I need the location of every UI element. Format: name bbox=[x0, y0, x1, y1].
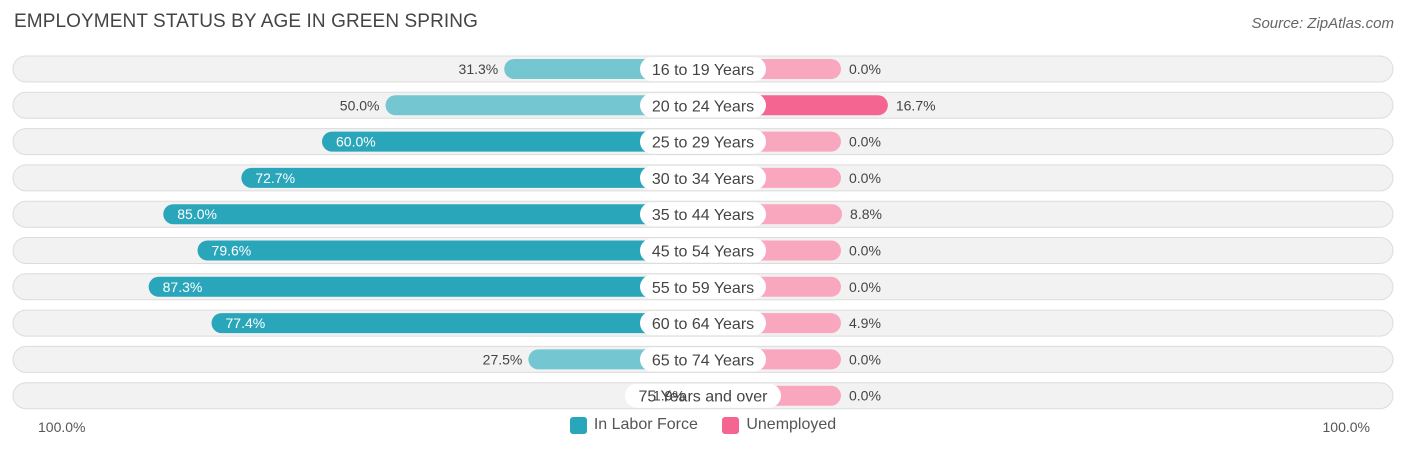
unemployed-value-label: 8.8% bbox=[850, 206, 882, 222]
axis-right-label: 100.0% bbox=[1322, 419, 1370, 435]
labor-value-label: 79.6% bbox=[212, 243, 252, 259]
category-label: 25 to 29 Years bbox=[652, 135, 754, 152]
unemployed-value-label: 0.0% bbox=[849, 170, 881, 186]
category-label-background bbox=[640, 238, 766, 263]
category-label: 16 to 19 Years bbox=[652, 62, 754, 79]
legend-swatch-unemployed bbox=[722, 416, 740, 434]
category-label-background bbox=[640, 129, 766, 154]
unemployed-value-label: 0.0% bbox=[849, 134, 881, 150]
labor-force-bar bbox=[241, 167, 704, 188]
labor-force-bar bbox=[385, 95, 703, 116]
axis-left-label: 100.0% bbox=[38, 419, 86, 435]
labor-value-label: 60.0% bbox=[336, 134, 376, 150]
category-label: 45 to 54 Years bbox=[652, 244, 754, 261]
labor-value-label: 31.3% bbox=[459, 61, 499, 77]
category-label-background bbox=[640, 57, 766, 81]
category-label-background bbox=[640, 93, 766, 118]
category-label: 60 to 64 Years bbox=[652, 316, 754, 333]
labor-force-bar bbox=[197, 240, 704, 261]
category-label: 75 Years and over bbox=[639, 389, 769, 406]
labor-value-label: 27.5% bbox=[483, 351, 523, 367]
labor-value-label: 50.0% bbox=[340, 97, 380, 113]
category-label: 35 to 44 Years bbox=[652, 207, 754, 224]
labor-force-bar bbox=[163, 204, 703, 225]
category-label-background bbox=[640, 274, 766, 299]
unemployed-value-label: 0.0% bbox=[849, 279, 881, 295]
category-label-background bbox=[640, 347, 766, 372]
category-label: 30 to 34 Years bbox=[652, 171, 754, 188]
labor-value-label: 85.0% bbox=[177, 206, 217, 222]
legend-swatch-labor bbox=[569, 416, 587, 434]
labor-force-bar bbox=[148, 276, 703, 297]
unemployed-value-label: 0.0% bbox=[849, 351, 881, 367]
category-label-background bbox=[640, 202, 766, 227]
chart-title: EMPLOYMENT STATUS BY AGE IN GREEN SPRING bbox=[14, 11, 478, 32]
labor-value-label: 87.3% bbox=[163, 279, 203, 295]
unemployed-value-label: 0.0% bbox=[849, 388, 881, 404]
labor-force-bar bbox=[211, 313, 703, 334]
labor-force-bar bbox=[322, 131, 703, 152]
unemployed-value-label: 0.0% bbox=[849, 61, 881, 77]
labor-value-label: 1.9% bbox=[653, 388, 685, 404]
legend-item-labor: In Labor Force bbox=[569, 416, 698, 434]
category-label: 20 to 24 Years bbox=[652, 98, 754, 115]
category-label-background bbox=[625, 383, 781, 408]
labor-value-label: 72.7% bbox=[255, 170, 295, 186]
legend-item-unemployed: Unemployed bbox=[722, 416, 836, 434]
category-label-background bbox=[640, 311, 766, 336]
category-label-background bbox=[640, 165, 766, 190]
source-note: Source: ZipAtlas.com bbox=[1251, 15, 1394, 32]
legend-label-unemployed: Unemployed bbox=[746, 416, 837, 433]
category-label: 55 to 59 Years bbox=[652, 280, 754, 297]
legend: In Labor Force Unemployed bbox=[0, 416, 1406, 439]
unemployed-value-label: 4.9% bbox=[849, 315, 881, 331]
unemployed-value-label: 16.7% bbox=[896, 97, 936, 113]
category-label: 65 to 74 Years bbox=[652, 352, 754, 369]
labor-value-label: 77.4% bbox=[226, 315, 266, 331]
legend-label-labor: In Labor Force bbox=[593, 416, 698, 433]
unemployed-value-label: 0.0% bbox=[849, 243, 881, 259]
